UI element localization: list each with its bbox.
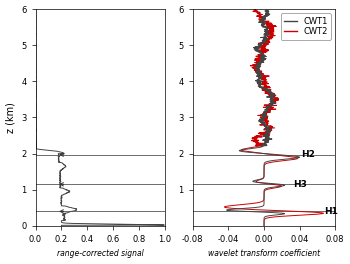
X-axis label: wavelet transform coefficient: wavelet transform coefficient [208,249,320,258]
CWT1 [264,7,268,11]
CWT2 [276,98,281,102]
Text: H3: H3 [293,180,307,189]
CWT2 [317,211,321,214]
CWT1 [268,93,272,96]
Legend: CWT1, CWT2: CWT1, CWT2 [281,13,331,40]
CWT1 [267,37,271,41]
CWT2 [252,7,257,11]
X-axis label: range-corrected signal: range-corrected signal [57,249,144,258]
Text: H2: H2 [301,150,315,159]
CWT1 [270,98,274,102]
CWT2 [269,93,273,96]
CWT1 [271,211,275,214]
CWT2 [268,86,272,89]
CWT2 [262,224,266,228]
CWT1 [261,60,265,63]
Line: CWT2: CWT2 [224,9,323,226]
CWT1 [260,86,264,89]
Line: CWT1: CWT1 [226,9,300,226]
Text: H1: H1 [324,207,338,216]
CWT2 [257,60,261,63]
CWT1 [262,224,266,228]
CWT2 [266,37,270,41]
Y-axis label: z (km): z (km) [6,102,15,133]
